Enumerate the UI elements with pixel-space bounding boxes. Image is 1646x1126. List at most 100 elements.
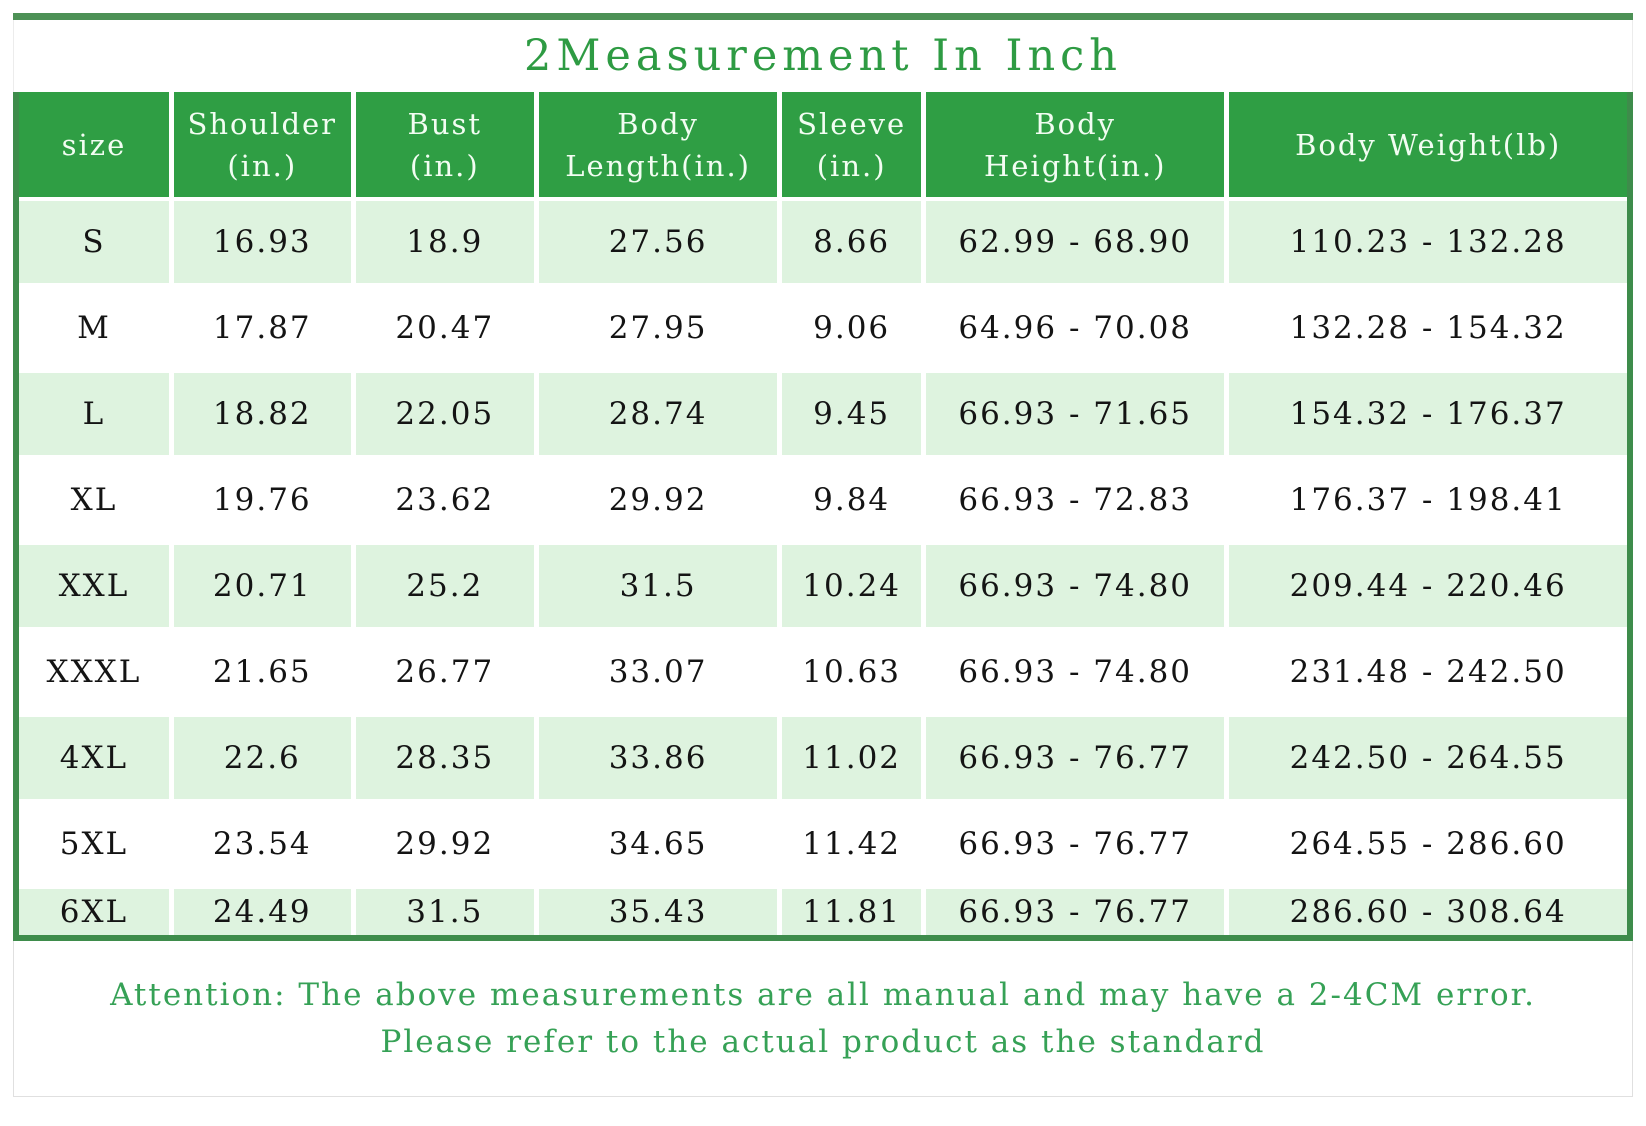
size-cell: 5XL	[19, 803, 169, 885]
column-header-body-weight: Body Weight(lb)	[1229, 92, 1627, 197]
page-title: 2Measurement In Inch	[524, 31, 1122, 81]
body-height-cell: 66.93 - 76.77	[926, 717, 1225, 799]
body-weight-cell: 286.60 - 308.64	[1229, 889, 1627, 935]
table-row-s: S 16.93 18.9 27.56 8.66 62.99 - 68.90 11…	[19, 201, 1627, 283]
size-cell: XXXL	[19, 631, 169, 713]
bust-cell: 20.47	[355, 287, 534, 369]
table-row-xl: XL 19.76 23.62 29.92 9.84 66.93 - 72.83 …	[19, 459, 1627, 541]
header-label: Bust	[407, 106, 483, 141]
shoulder-cell: 23.54	[173, 803, 351, 885]
attention-line-1: Attention: The above measurements are al…	[110, 976, 1536, 1013]
body-length-cell: 35.43	[538, 889, 778, 935]
sleeve-cell: 9.06	[782, 287, 922, 369]
header-label: Body	[1034, 106, 1117, 141]
header-label: (in.)	[227, 148, 298, 183]
shoulder-cell: 18.82	[173, 373, 351, 455]
body-length-cell: 31.5	[538, 545, 778, 627]
shoulder-cell: 20.71	[173, 545, 351, 627]
table-row-m: M 17.87 20.47 27.95 9.06 64.96 - 70.08 1…	[19, 287, 1627, 369]
shoulder-cell: 19.76	[173, 459, 351, 541]
column-header-bust: Bust (in.)	[355, 92, 534, 197]
column-header-shoulder: Shoulder (in.)	[173, 92, 351, 197]
size-cell: S	[19, 201, 169, 283]
sleeve-cell: 11.42	[782, 803, 922, 885]
bust-cell: 31.5	[355, 889, 534, 935]
body-height-cell: 64.96 - 70.08	[926, 287, 1225, 369]
attention-line-2: Please refer to the actual product as th…	[380, 1023, 1266, 1060]
table-row-4xl: 4XL 22.6 28.35 33.86 11.02 66.93 - 76.77…	[19, 717, 1627, 799]
column-header-sleeve: Sleeve (in.)	[782, 92, 922, 197]
sleeve-cell: 10.63	[782, 631, 922, 713]
body-height-cell: 66.93 - 74.80	[926, 631, 1225, 713]
header-label: (in.)	[816, 148, 887, 183]
bust-cell: 22.05	[355, 373, 534, 455]
header-label: (in.)	[409, 148, 480, 183]
body-height-cell: 66.93 - 71.65	[926, 373, 1225, 455]
body-length-cell: 33.86	[538, 717, 778, 799]
body-weight-cell: 132.28 - 154.32	[1229, 287, 1627, 369]
table-row-xxxl: XXXL 21.65 26.77 33.07 10.63 66.93 - 74.…	[19, 631, 1627, 713]
body-weight-cell: 231.48 - 242.50	[1229, 631, 1627, 713]
body-height-cell: 66.93 - 76.77	[926, 889, 1225, 935]
body-height-cell: 66.93 - 72.83	[926, 459, 1225, 541]
header-label: Sleeve	[797, 106, 907, 141]
sleeve-cell: 8.66	[782, 201, 922, 283]
column-header-size: size	[19, 92, 169, 197]
shoulder-cell: 16.93	[173, 201, 351, 283]
shoulder-cell: 24.49	[173, 889, 351, 935]
body-weight-cell: 176.37 - 198.41	[1229, 459, 1627, 541]
sleeve-cell: 9.45	[782, 373, 922, 455]
bust-cell: 26.77	[355, 631, 534, 713]
body-weight-cell: 209.44 - 220.46	[1229, 545, 1627, 627]
table-row-6xl: 6XL 24.49 31.5 35.43 11.81 66.93 - 76.77…	[19, 889, 1627, 935]
header-label: Body	[617, 106, 699, 141]
body-weight-cell: 242.50 - 264.55	[1229, 717, 1627, 799]
body-height-cell: 66.93 - 76.77	[926, 803, 1225, 885]
header-label: Height(in.)	[983, 148, 1167, 183]
table-row-l: L 18.82 22.05 28.74 9.45 66.93 - 71.65 1…	[19, 373, 1627, 455]
size-cell: XL	[19, 459, 169, 541]
shoulder-cell: 17.87	[173, 287, 351, 369]
body-length-cell: 27.56	[538, 201, 778, 283]
body-length-cell: 29.92	[538, 459, 778, 541]
column-header-body-height: Body Height(in.)	[926, 92, 1225, 197]
bust-cell: 25.2	[355, 545, 534, 627]
size-cell: M	[19, 287, 169, 369]
sleeve-cell: 9.84	[782, 459, 922, 541]
header-label: Length(in.)	[565, 148, 751, 183]
header-row: size Shoulder (in.) Bust (in.) Body Length(…	[19, 92, 1627, 197]
table-body: S 16.93 18.9 27.56 8.66 62.99 - 68.90 11…	[19, 201, 1627, 935]
body-height-cell: 62.99 - 68.90	[926, 201, 1225, 283]
title-band: 2Measurement In Inch	[13, 20, 1633, 92]
size-cell: L	[19, 373, 169, 455]
column-header-body-length: Body Length(in.)	[538, 92, 778, 197]
header-label: size	[61, 127, 127, 162]
body-weight-cell: 264.55 - 286.60	[1229, 803, 1627, 885]
sleeve-cell: 11.81	[782, 889, 922, 935]
shoulder-cell: 21.65	[173, 631, 351, 713]
size-cell: 4XL	[19, 717, 169, 799]
body-length-cell: 33.07	[538, 631, 778, 713]
shoulder-cell: 22.6	[173, 717, 351, 799]
body-length-cell: 28.74	[538, 373, 778, 455]
table-row-5xl: 5XL 23.54 29.92 34.65 11.42 66.93 - 76.7…	[19, 803, 1627, 885]
sleeve-cell: 10.24	[782, 545, 922, 627]
header-label: Shoulder	[187, 106, 338, 141]
table-header: size Shoulder (in.) Bust (in.) Body Length(…	[19, 92, 1627, 197]
size-chart-page: 2Measurement In Inch size Shoulder (in.) …	[13, 13, 1633, 1097]
size-cell: 6XL	[19, 889, 169, 935]
bust-cell: 28.35	[355, 717, 534, 799]
size-table-frame: size Shoulder (in.) Bust (in.) Body Length(…	[13, 92, 1633, 941]
table-row-xxl: XXL 20.71 25.2 31.5 10.24 66.93 - 74.80 …	[19, 545, 1627, 627]
body-length-cell: 27.95	[538, 287, 778, 369]
size-cell: XXL	[19, 545, 169, 627]
size-table: size Shoulder (in.) Bust (in.) Body Length(…	[19, 92, 1627, 935]
sleeve-cell: 11.02	[782, 717, 922, 799]
body-weight-cell: 154.32 - 176.37	[1229, 373, 1627, 455]
bust-cell: 23.62	[355, 459, 534, 541]
body-length-cell: 34.65	[538, 803, 778, 885]
top-divider	[13, 13, 1633, 20]
bust-cell: 18.9	[355, 201, 534, 283]
bust-cell: 29.92	[355, 803, 534, 885]
body-weight-cell: 110.23 - 132.28	[1229, 201, 1627, 283]
